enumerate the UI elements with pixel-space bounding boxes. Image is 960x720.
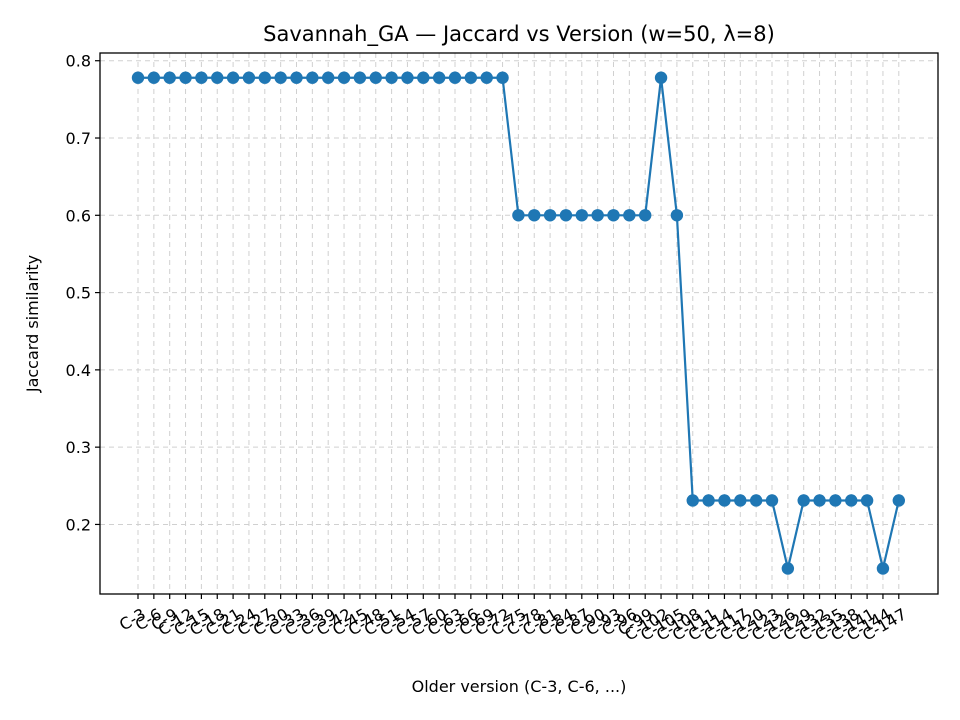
data-point	[179, 71, 192, 84]
data-point	[543, 209, 557, 222]
data-point	[559, 209, 573, 222]
data-point	[448, 71, 462, 84]
x-axis-label: Older version (C-3, C-6, ...)	[412, 677, 627, 696]
data-point	[353, 71, 367, 84]
data-point	[734, 494, 747, 507]
data-point	[369, 71, 382, 84]
data-point	[242, 71, 256, 84]
y-ticks: 0.2 0.3 0.4 0.5 0.6 0.7 0.8	[66, 52, 100, 534]
data-point	[512, 209, 525, 222]
data-point	[147, 71, 161, 84]
data-point	[607, 209, 620, 222]
data-point	[797, 494, 810, 507]
data-point	[211, 71, 224, 84]
y-tick-label: 0.4	[66, 361, 91, 380]
data-point	[718, 494, 731, 507]
y-tick-label: 0.6	[66, 206, 91, 225]
data-point	[686, 494, 699, 507]
data-point	[876, 562, 890, 575]
data-point	[781, 562, 795, 575]
plot-frame	[99, 52, 939, 595]
x-ticks: C-3C-6C-9C-12C-15C-18C-21C-24C-27C-30C-3…	[116, 594, 910, 645]
grid-layer	[100, 53, 938, 594]
data-point	[432, 71, 446, 84]
data-point	[591, 209, 604, 222]
data-point	[322, 71, 335, 84]
data-point	[528, 209, 541, 222]
data-point	[845, 494, 858, 507]
data-point	[829, 494, 842, 507]
data-point	[670, 209, 684, 222]
data-point	[654, 71, 668, 84]
chart-title: Savannah_GA — Jaccard vs Version (w=50, …	[263, 22, 775, 47]
y-axis-label: Jaccard similarity	[23, 255, 42, 393]
data-point	[464, 71, 478, 84]
y-tick-label: 0.8	[66, 52, 91, 71]
data-point	[337, 71, 351, 84]
data-point	[401, 71, 414, 84]
data-point	[258, 71, 271, 84]
data-point	[860, 494, 874, 507]
data-point	[306, 71, 319, 84]
y-tick-label: 0.7	[66, 129, 91, 148]
data-point	[226, 71, 240, 84]
data-point	[749, 494, 763, 507]
data-point	[385, 71, 398, 84]
data-point	[702, 494, 715, 507]
data-point	[274, 71, 287, 84]
data-point	[575, 209, 588, 222]
y-tick-label: 0.2	[66, 515, 91, 534]
data-point	[639, 209, 652, 222]
data-point	[892, 494, 905, 507]
data-point	[765, 494, 779, 507]
series-layer	[131, 71, 905, 575]
y-tick-label: 0.3	[66, 438, 91, 457]
data-point	[290, 71, 303, 84]
data-point	[496, 71, 509, 84]
data-point	[417, 71, 430, 84]
y-tick-label: 0.5	[66, 284, 91, 303]
data-point	[623, 209, 636, 222]
data-point	[480, 71, 493, 84]
data-point	[813, 494, 826, 507]
data-point	[163, 71, 176, 84]
data-point	[131, 71, 145, 84]
data-point	[195, 71, 208, 84]
